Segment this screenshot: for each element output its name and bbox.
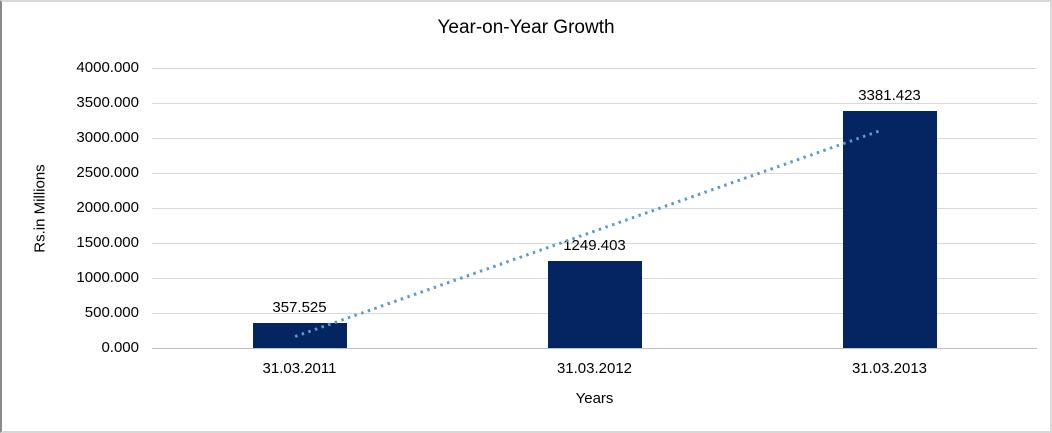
y-tick-label: 1500.000	[76, 234, 139, 251]
y-tick-label: 3000.000	[76, 129, 139, 146]
y-tick-label: 2000.000	[76, 199, 139, 216]
plot-area: 357.525 1249.403 3381.423	[152, 67, 1037, 349]
x-axis-title: Years	[575, 390, 614, 407]
gridline	[152, 137, 1037, 139]
bar-value-label: 1249.403	[563, 236, 626, 254]
x-tick-label: 31.03.2012	[556, 360, 633, 377]
x-tick-label: 31.03.2011	[262, 360, 337, 377]
y-tick-label: 1000.000	[76, 269, 139, 286]
gridline	[152, 102, 1037, 104]
gridline	[152, 207, 1037, 209]
gridline	[152, 67, 1037, 69]
bar-value-label: 3381.423	[858, 87, 921, 105]
bar-value-label: 357.525	[272, 298, 327, 316]
chart-title: Year-on-Year Growth	[437, 17, 615, 38]
y-tick-label: 0.000	[101, 339, 139, 356]
y-tick-label: 2500.000	[76, 164, 139, 181]
x-axis-line	[152, 347, 1037, 349]
y-tick-label: 4000.000	[76, 59, 139, 76]
chart-bar	[842, 111, 937, 348]
y-tick-label: 3500.000	[76, 94, 139, 111]
y-tick-label: 500.000	[84, 304, 139, 321]
gridline	[152, 172, 1037, 174]
x-tick-label: 31.03.2013	[851, 360, 928, 377]
gridline	[152, 242, 1037, 244]
chart-bar	[547, 260, 642, 348]
